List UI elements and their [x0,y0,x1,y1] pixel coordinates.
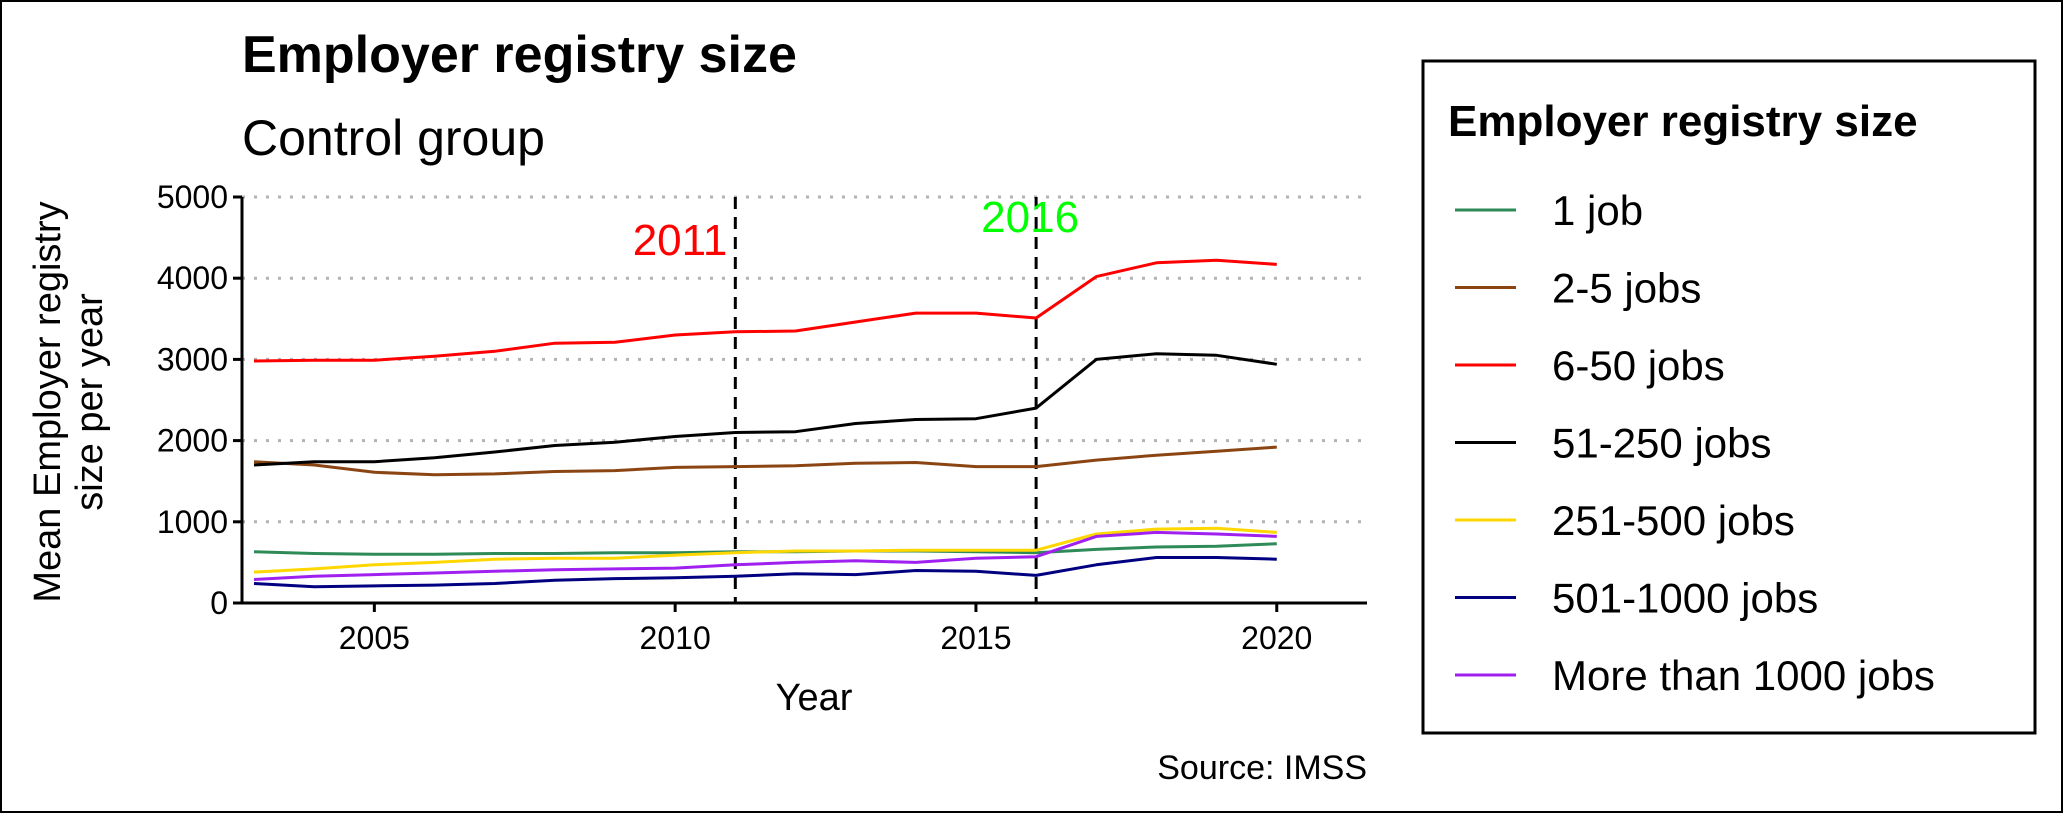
legend-label-0: 1 job [1552,187,1643,234]
reference-label-2016: 2016 [981,193,1079,242]
x-axis-title: Year [776,677,853,719]
axes [240,197,1367,605]
series-line-2 [253,258,1277,363]
legend-items: 1 job 2-5 jobs 6-50 jobs 51-250 jobs 251-500… [1455,187,1935,699]
y-tick-label-0: 0 [210,585,228,621]
reference-lines: 2011 2016 [633,193,1079,603]
legend: Employer registry size 1 job 2-5 jobs 6-50… [1421,59,2037,735]
chart-title: Employer registry size [242,26,797,84]
legend-label-6: More than 1000 jobs [1552,652,1935,699]
x-tick-label-2005: 2005 [339,620,410,656]
y-axis-title-line-2: size per year [69,293,111,511]
series-lines [253,258,1278,589]
y-tick-label-3000: 3000 [157,341,228,377]
legend-title: Employer registry size [1448,97,1918,146]
legend-label-2: 6-50 jobs [1552,342,1725,389]
series-line-6 [253,530,1277,581]
series-line-3 [253,352,1278,467]
legend-label-5: 501-1000 jobs [1552,575,1818,622]
series-line-4 [253,526,1277,574]
y-axis-ticks: 0 1000 2000 3000 4000 5000 [157,179,242,621]
legend-label-1: 2-5 jobs [1552,265,1701,312]
source-caption: Source: IMSS [1157,749,1367,787]
y-axis-title-line-1: Mean Employer registry [27,201,69,602]
legend-label-3: 51-250 jobs [1552,420,1772,467]
reference-label-2011: 2011 [633,216,728,265]
y-tick-label-2000: 2000 [157,423,228,459]
legend-box [1421,59,2037,735]
y-tick-label-4000: 4000 [157,260,228,296]
x-tick-label-2015: 2015 [940,620,1011,656]
y-tick-label-5000: 5000 [157,179,228,215]
chart-subtitle: Control group [242,110,545,166]
y-tick-label-1000: 1000 [157,504,228,540]
x-axis-ticks: 2005 2010 2015 2020 [339,603,1312,656]
legend-label-4: 251-500 jobs [1552,497,1795,544]
series-line-5 [253,556,1277,589]
gridlines [242,195,1367,605]
x-tick-label-2020: 2020 [1241,620,1312,656]
x-tick-label-2010: 2010 [640,620,711,656]
series-line-1 [253,445,1277,477]
